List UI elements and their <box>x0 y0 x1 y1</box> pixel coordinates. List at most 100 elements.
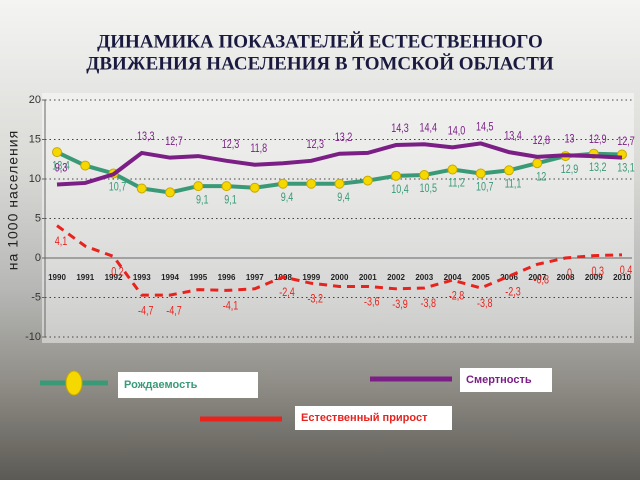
data-label: 14,3 <box>391 122 409 136</box>
point-marker <box>447 164 458 175</box>
data-label: 9,1 <box>196 193 209 207</box>
point-marker <box>475 168 486 179</box>
point-marker <box>193 181 204 192</box>
x-tick-label: 2008 <box>557 273 575 282</box>
point-marker <box>391 170 401 181</box>
data-label: 13,3 <box>137 130 155 144</box>
data-label: 14,0 <box>448 124 466 138</box>
data-label: -0,8 <box>534 273 550 287</box>
series-line <box>56 224 623 297</box>
data-label: -2,4 <box>279 286 295 300</box>
y-tick-label: 20 <box>29 94 41 106</box>
data-label: 9,4 <box>281 191 294 205</box>
point-marker <box>306 178 317 189</box>
data-label: 0,2 <box>111 265 124 279</box>
data-label: 10,5 <box>419 182 437 196</box>
data-label: 12,7 <box>617 135 635 149</box>
data-label: 11,1 <box>505 177 522 191</box>
data-label: -2,3 <box>505 285 521 299</box>
data-label: 13,4 <box>504 129 522 143</box>
data-label: -3,8 <box>421 297 437 311</box>
x-tick-label: 1990 <box>48 273 66 282</box>
data-label: 11,8 <box>250 142 267 156</box>
legend-box <box>118 372 258 398</box>
data-label: 0,3 <box>591 265 604 279</box>
data-label: 12,9 <box>589 133 607 147</box>
legend-label: Естественный прирост <box>301 412 428 424</box>
legend-label: Смертность <box>466 374 532 386</box>
data-label: -3,8 <box>477 297 493 311</box>
data-label: 12,3 <box>222 138 240 152</box>
data-label: 14,5 <box>476 120 494 134</box>
y-tick-label: 10 <box>29 173 41 185</box>
data-label: 0,4 <box>620 264 633 278</box>
data-label: -4,1 <box>223 299 239 313</box>
data-label: -3,6 <box>364 295 380 309</box>
x-tick-label: 1999 <box>302 273 320 282</box>
x-tick-label: 2000 <box>331 273 349 282</box>
legend-box <box>295 406 452 430</box>
data-label: 12,7 <box>165 135 183 149</box>
x-tick-label: 2007 <box>528 273 546 282</box>
y-tick-label: 15 <box>29 133 41 145</box>
legend-label: Рождаемость <box>124 379 198 391</box>
x-tick-label: 1995 <box>189 273 207 282</box>
data-label: -3,2 <box>308 292 324 306</box>
x-tick-label: 2004 <box>444 273 462 282</box>
data-label: 10,7 <box>476 180 494 194</box>
point-marker <box>419 170 430 181</box>
point-marker <box>532 158 543 169</box>
series-line <box>56 141 623 187</box>
data-label: 9,1 <box>224 193 237 207</box>
y-tick-label: -5 <box>31 291 41 303</box>
point-marker <box>165 187 175 198</box>
legend-marker <box>65 370 83 396</box>
point-marker <box>52 147 62 158</box>
x-tick-label: 2003 <box>415 273 433 282</box>
data-label: 11,2 <box>448 177 465 191</box>
data-label: 12,3 <box>306 138 324 152</box>
x-tick-label: 2010 <box>613 273 631 282</box>
point-marker <box>80 160 91 171</box>
data-label: 12,9 <box>561 163 579 177</box>
x-tick-label: 1991 <box>76 273 94 282</box>
point-marker <box>136 183 147 194</box>
x-tick-label: 1992 <box>105 273 123 282</box>
chart-title: ДВИЖЕНИЯ НАСЕЛЕНИЯ В ТОМСКОЙ ОБЛАСТИ <box>86 52 554 74</box>
chart-title: ДИНАМИКА ПОКАЗАТЕЛЕЙ ЕСТЕСТВЕННОГО <box>97 30 543 52</box>
point-marker <box>362 175 373 186</box>
x-tick-label: 2005 <box>472 273 490 282</box>
point-marker <box>278 178 288 189</box>
y-tick-label: 5 <box>35 212 41 224</box>
y-tick-label: 0 <box>35 252 41 264</box>
data-label: 10,7 <box>109 180 127 194</box>
data-label: -2,8 <box>449 289 465 303</box>
data-label: 12,8 <box>532 134 550 148</box>
x-tick-label: 2006 <box>500 273 518 282</box>
x-tick-label: 1996 <box>218 273 236 282</box>
data-label: 13 <box>564 132 574 146</box>
x-tick-label: 1994 <box>161 273 179 282</box>
x-tick-label: 2002 <box>387 273 405 282</box>
data-label: 13,4 <box>52 159 70 173</box>
data-label: 0 <box>567 267 572 281</box>
y-axis-title: на 1000 населения <box>5 130 21 270</box>
data-label: 9,3 <box>55 162 68 176</box>
data-label: 9,4 <box>337 191 350 205</box>
x-tick-label: 2001 <box>359 273 377 282</box>
point-marker <box>249 182 260 193</box>
data-label: 4,1 <box>55 235 68 249</box>
x-tick-label: 2009 <box>585 273 603 282</box>
point-marker <box>504 165 514 176</box>
data-label: 14,4 <box>419 121 437 135</box>
data-label: 12 <box>536 170 546 184</box>
data-label: 13,1 <box>617 161 635 175</box>
data-label: -3,9 <box>392 298 408 312</box>
data-label: 13,2 <box>335 131 353 145</box>
y-tick-label: -10 <box>25 331 41 343</box>
point-marker <box>334 178 345 189</box>
legend-box <box>460 368 552 392</box>
point-marker <box>221 181 232 192</box>
data-label: 13,2 <box>589 161 607 175</box>
